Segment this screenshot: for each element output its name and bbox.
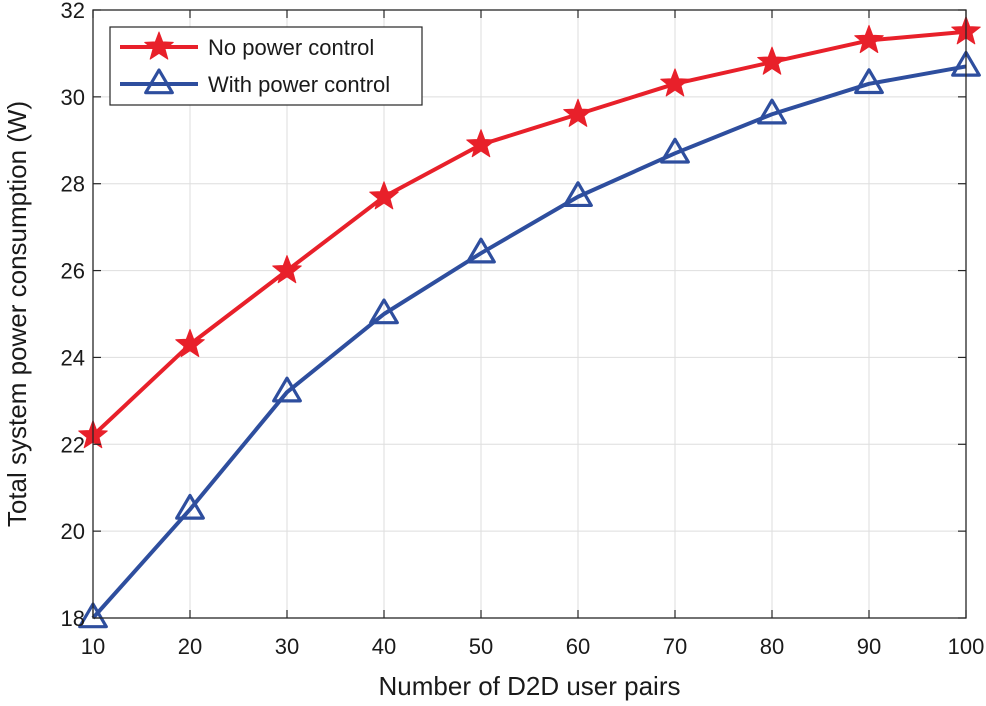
data-point-1 (272, 255, 302, 284)
y-tick-label: 32 (61, 0, 85, 23)
data-point-2 (757, 98, 787, 125)
data-point-2 (175, 493, 205, 520)
grid (93, 10, 966, 618)
data-point-1 (369, 181, 399, 210)
data-point-2 (563, 181, 593, 208)
x-axis-label: Number of D2D user pairs (379, 671, 681, 701)
legend-item-2: With power control (120, 68, 390, 97)
x-tick-label: 80 (760, 634, 784, 659)
x-tick-label: 50 (469, 634, 493, 659)
series-line-2 (91, 64, 967, 620)
legend-marker (144, 31, 174, 60)
x-tick-label: 40 (372, 634, 396, 659)
y-tick-label: 24 (61, 345, 85, 370)
legend-marker (144, 68, 174, 95)
x-tick-label: 10 (81, 634, 105, 659)
legend-item-1: No power control (120, 31, 374, 60)
data-point-2 (466, 237, 496, 264)
data-point-2 (369, 298, 399, 325)
legend-label: No power control (208, 35, 374, 60)
y-axis-label: Total system power consumption (W) (2, 101, 32, 527)
x-tick-label: 30 (275, 634, 299, 659)
data-point-1 (466, 129, 496, 158)
data-point-1 (660, 68, 690, 97)
data-point-1 (854, 24, 884, 54)
series-1 (78, 16, 981, 449)
y-tick-label: 30 (61, 85, 85, 110)
x-tick-label: 100 (948, 634, 985, 659)
series-line-1 (91, 29, 967, 438)
y-tick-label: 26 (61, 259, 85, 284)
plot-frame (92, 9, 967, 619)
legend-items: No power control With power control (120, 31, 390, 97)
legend: No power control With power control (109, 26, 423, 106)
y-tick-label: 28 (61, 172, 85, 197)
x-tick-label: 70 (663, 634, 687, 659)
data-point-1 (175, 328, 205, 358)
x-tick-label: 20 (178, 634, 202, 659)
data-point-2 (272, 376, 302, 403)
y-tick-label: 22 (61, 432, 85, 457)
legend-label: With power control (208, 72, 390, 97)
x-tick-label: 90 (857, 634, 881, 659)
data-point-1 (757, 46, 787, 75)
data-point-2 (78, 602, 108, 629)
data-point-1 (563, 98, 593, 127)
data-point-2 (660, 137, 690, 164)
data-point-2 (854, 68, 884, 95)
ticks: 10 20 30 40 50 60 70 80 90 100 18 20 22 24 26 28 30 32 (61, 0, 985, 659)
y-tick-label: 20 (61, 519, 85, 544)
x-tick-label: 60 (566, 634, 590, 659)
y-tick-label: 18 (61, 606, 85, 631)
